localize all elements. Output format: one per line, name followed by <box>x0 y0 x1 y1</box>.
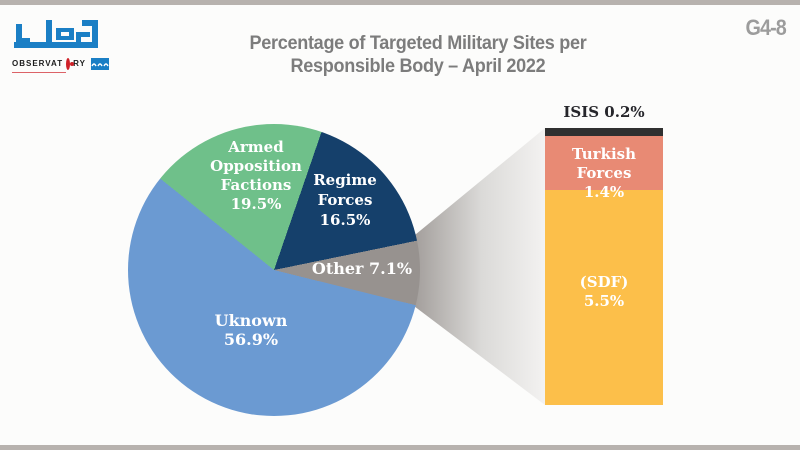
page-title-line2: Responsible Body – April 2022 <box>290 56 546 77</box>
bar-label-sdf: (SDF) 5.5% <box>579 273 629 310</box>
page-title-line1: Percentage of Targeted Military Sites pe… <box>249 33 587 54</box>
bottom-divider <box>0 445 800 450</box>
arabic-badge-icon <box>90 58 109 70</box>
observatory-text-left: OBSERVAT <box>12 59 64 68</box>
slide-code: G4-8 <box>745 15 787 40</box>
pie-chart <box>128 124 420 416</box>
breakout-segment <box>545 190 663 405</box>
top-divider <box>0 0 800 5</box>
logo-underline <box>12 72 66 73</box>
target-icon <box>66 58 75 70</box>
breakout-segment <box>545 128 663 136</box>
breakout-segment <box>545 135 663 191</box>
bar-label-turkish-forces: Turkish Forces 1.4% <box>571 145 637 201</box>
slice-label-armed-opposition: Armed Opposition Factions 19.5% <box>210 138 302 213</box>
breakout-bar <box>545 128 663 405</box>
arabic-wordmark-icon <box>12 18 107 56</box>
observatory-logo: OBSERVAT RY <box>12 18 109 73</box>
slice-label-other: Other 7.1% <box>311 259 413 278</box>
slice-label-regime-forces: Regime Forces 16.5% <box>313 171 377 229</box>
bar-label-isis: ISIS 0.2% <box>563 103 645 121</box>
slice-label-uknown: Uknown 56.9% <box>214 311 288 349</box>
observatory-text-right: RY <box>73 59 86 68</box>
page-title: Percentage of Targeted Military Sites pe… <box>249 32 587 78</box>
